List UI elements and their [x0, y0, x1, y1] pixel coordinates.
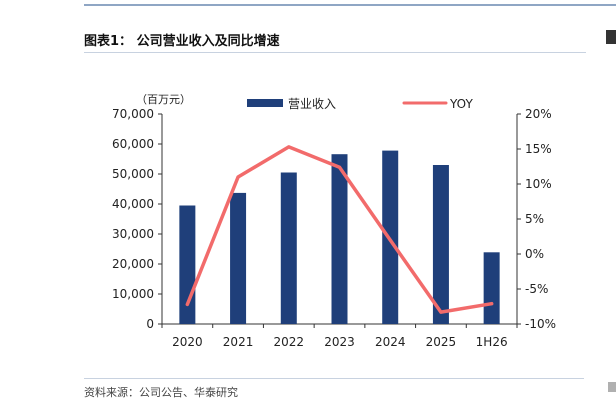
point-yoy [287, 145, 291, 149]
y-unit-label: （百万元） [136, 93, 191, 106]
legend-label-yoy: YOY [449, 97, 473, 111]
y-right-tick-label: 5% [525, 212, 544, 226]
y-right-tick-label: 15% [525, 142, 552, 156]
top-rule [84, 4, 616, 6]
bottom-divider [84, 378, 584, 379]
legend-swatch-revenue [247, 99, 283, 107]
next-figure-edge-bottom [608, 382, 616, 392]
point-yoy [338, 165, 341, 169]
bar-revenue [179, 205, 196, 324]
y-left-tick-label: 60,000 [112, 137, 154, 151]
y-left-tick-label: 10,000 [112, 287, 154, 301]
bar-revenue [432, 165, 449, 324]
y-right-tick-label: 0% [525, 247, 544, 261]
x-tick-label: 2021 [223, 335, 254, 349]
y-right-tick-label: 20% [525, 107, 552, 121]
y-left-tick-label: 40,000 [112, 197, 154, 211]
legend-label-revenue: 营业收入 [288, 97, 336, 111]
title-divider [84, 52, 586, 53]
y-right-tick-label: -10% [525, 317, 556, 331]
bar-revenue [280, 172, 297, 324]
bar-revenue [483, 252, 500, 324]
x-tick-label: 2022 [274, 335, 305, 349]
point-yoy [236, 175, 240, 179]
x-tick-label: 1H26 [476, 335, 508, 349]
y-left-tick-label: 50,000 [112, 167, 154, 181]
x-tick-label: 2024 [375, 335, 406, 349]
y-right-tick-label: -5% [525, 282, 548, 296]
bar-revenue [331, 154, 348, 324]
x-tick-label: 2025 [426, 335, 457, 349]
point-yoy [388, 238, 392, 242]
y-left-tick-label: 0 [146, 317, 154, 331]
y-left-tick-label: 30,000 [112, 227, 154, 241]
point-yoy [490, 302, 494, 306]
x-tick-label: 2023 [324, 335, 355, 349]
y-left-tick-label: 20,000 [112, 257, 154, 271]
figure-source: 资料来源：公司公告、华泰研究 [84, 386, 238, 399]
y-right-tick-label: 10% [525, 177, 552, 191]
next-figure-edge [606, 30, 616, 44]
point-yoy [185, 302, 189, 306]
y-left-tick-label: 70,000 [112, 107, 154, 121]
point-yoy [439, 310, 443, 314]
x-tick-label: 2020 [172, 335, 203, 349]
bar-revenue [230, 192, 247, 324]
plot-area: 0 10,000 20,000 30,000 40,000 50,000 60,000 70,… [112, 107, 556, 349]
figure-title: 图表1： 公司营业收入及同比增速 [84, 34, 280, 49]
